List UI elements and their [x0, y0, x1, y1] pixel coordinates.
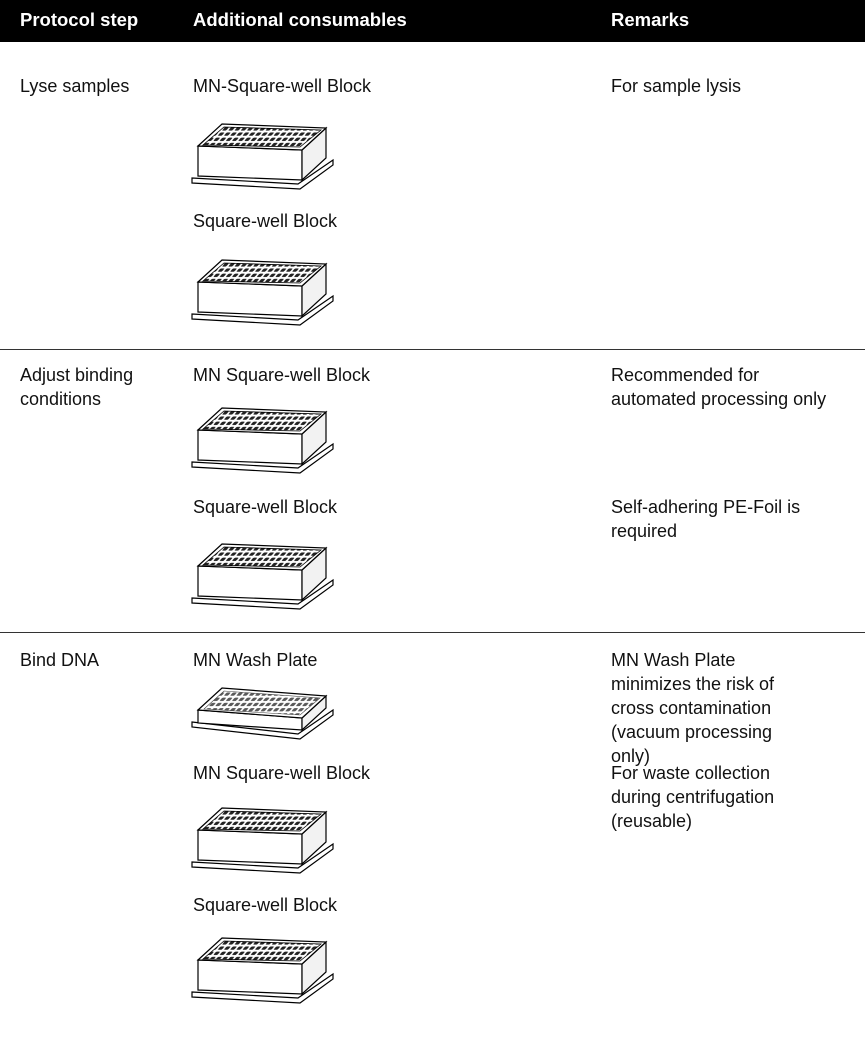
protocol-step: Lyse samples — [20, 76, 130, 96]
remark: MN Wash Plate minimizes the risk of cros… — [611, 650, 775, 766]
consumable: Square-well Block — [193, 895, 338, 915]
column-header: Remarks — [611, 9, 690, 30]
column-header: Additional consumables — [193, 9, 407, 30]
block-icon — [190, 252, 335, 327]
block-icon — [190, 116, 335, 191]
consumable: Square-well Block — [193, 211, 338, 231]
remark: For waste collection during centrifugati… — [611, 763, 775, 831]
row-divider — [0, 632, 865, 633]
plate-icon — [190, 676, 335, 751]
block-icon — [190, 930, 335, 1005]
column-header: Protocol step — [20, 9, 139, 30]
table-header: Protocol step Additional consumables Rem… — [0, 0, 865, 42]
remark: For sample lysis — [611, 76, 742, 96]
consumable: MN Square-well Block — [193, 763, 371, 783]
consumable: MN Wash Plate — [193, 650, 318, 670]
block-icon — [190, 400, 335, 475]
protocol-step: Adjust binding conditions — [20, 365, 134, 409]
remark: Recommended for automated processing onl… — [611, 365, 827, 409]
protocol-step: Bind DNA — [20, 650, 100, 670]
consumable: Square-well Block — [193, 497, 338, 517]
block-icon — [190, 800, 335, 875]
row-divider — [0, 349, 865, 350]
consumable: MN-Square-well Block — [193, 76, 372, 96]
block-icon — [190, 536, 335, 611]
consumable: MN Square-well Block — [193, 365, 371, 385]
remark: Self-adhering PE-Foil is required — [611, 497, 801, 541]
